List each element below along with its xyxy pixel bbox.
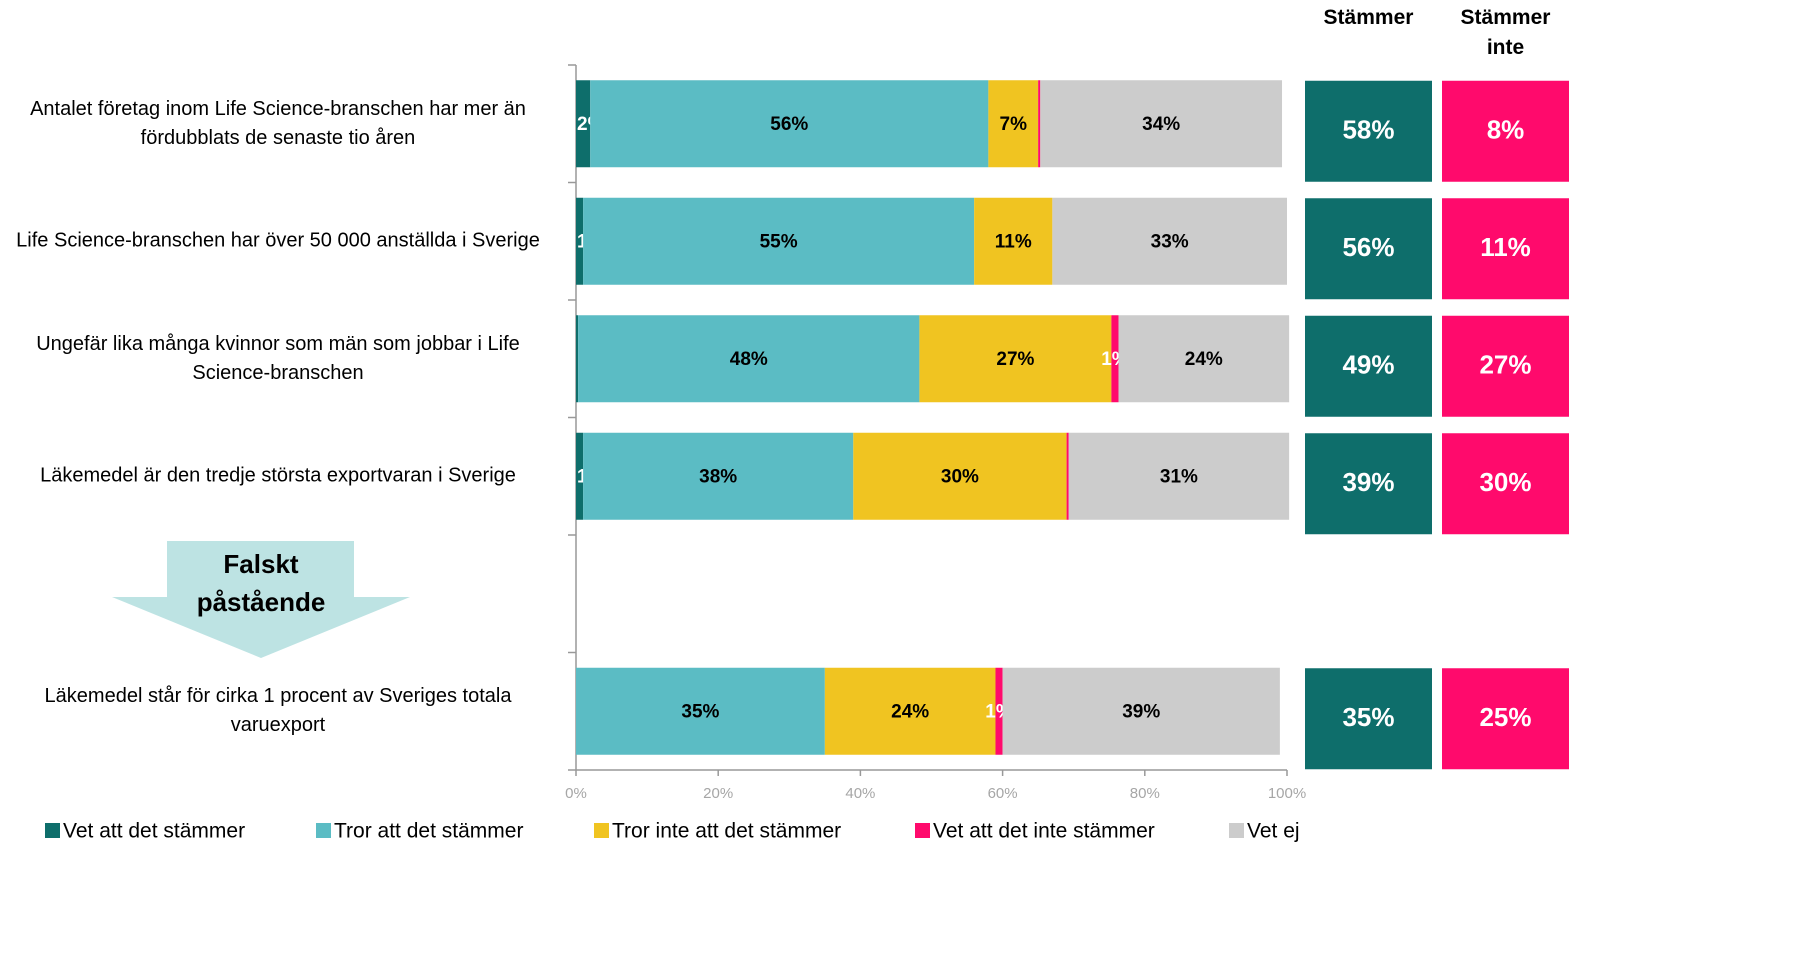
data-label: 31%: [1160, 466, 1198, 487]
bar-segment: [576, 315, 579, 403]
x-tick-label: 100%: [1268, 785, 1306, 802]
bar-segment: [578, 315, 920, 403]
bar-segment: [988, 80, 1039, 168]
bar-segment: [590, 80, 989, 168]
legend-label: Vet ej: [1247, 820, 1300, 843]
x-tick-label: 0%: [565, 785, 587, 802]
summary-label: 11%: [1480, 232, 1531, 262]
summary-box: [1305, 198, 1432, 300]
category-label: Ungefär lika många kvinnor som män som j…: [36, 332, 520, 384]
bar-segment: [576, 197, 584, 285]
bar-segment: [1118, 315, 1290, 403]
data-label: 33%: [1151, 231, 1189, 252]
summary-label: 58%: [1342, 115, 1394, 145]
summary-label: 35%: [1342, 702, 1394, 732]
data-label: 55%: [760, 231, 798, 252]
x-tick-label: 80%: [1130, 785, 1160, 802]
data-label: 24%: [1185, 349, 1223, 370]
annotation: Falskt påstående: [196, 549, 326, 617]
bar-segment: [1111, 315, 1119, 403]
data-label: 56%: [770, 114, 808, 135]
data-label: 39%: [1122, 701, 1160, 722]
bar-segment: [1066, 432, 1069, 520]
summary-label: 8%: [1487, 115, 1525, 145]
legend-label: Vet att det inte stämmer: [933, 820, 1155, 843]
summary-box: [1442, 80, 1569, 182]
summary-box: [1442, 668, 1569, 770]
summary-box: [1305, 80, 1432, 182]
legend-label: Tror inte att det stämmer: [612, 820, 841, 843]
data-label: 7%: [1000, 114, 1028, 135]
bar-segment: [1040, 80, 1283, 168]
bar-segment: [824, 667, 996, 755]
bar-segment: [974, 197, 1053, 285]
bar-segment: [919, 315, 1112, 403]
legend-label: Vet att det stämmer: [63, 820, 245, 843]
category-label: Läkemedel står för cirka 1 procent av Sv…: [44, 685, 512, 737]
legend-label: Tror att det stämmer: [334, 820, 523, 843]
summary-label: 30%: [1479, 467, 1531, 497]
category-label: Läkemedel är den tredje största exportva…: [40, 464, 516, 487]
summary-box: [1442, 433, 1569, 535]
data-label: 35%: [681, 701, 719, 722]
bar-segment: [1068, 432, 1290, 520]
annotation-arrow: [112, 541, 410, 658]
data-label: 24%: [891, 701, 929, 722]
legend-swatch: [45, 823, 60, 838]
column-header: Stämmer inte: [1460, 6, 1551, 59]
summary-box: [1442, 315, 1569, 417]
summary-label: 25%: [1479, 702, 1531, 732]
category-label: Life Science-branschen har över 50 000 a…: [16, 229, 540, 252]
bar-segment: [576, 432, 584, 520]
summary-box: [1305, 315, 1432, 417]
x-tick-label: 20%: [703, 785, 733, 802]
bar-segment: [853, 432, 1067, 520]
summary-box: [1305, 668, 1432, 770]
summary-box: [1305, 433, 1432, 535]
legend-swatch: [316, 823, 331, 838]
summary-label: 39%: [1342, 467, 1394, 497]
summary-label: 27%: [1479, 350, 1531, 380]
summary-box: [1442, 198, 1569, 300]
column-header: Stämmer: [1323, 6, 1414, 29]
bar-segment: [583, 197, 975, 285]
data-label: 27%: [996, 349, 1034, 370]
data-label: 30%: [941, 466, 979, 487]
data-label: 48%: [730, 349, 768, 370]
data-label: 34%: [1142, 114, 1180, 135]
legend-swatch: [1229, 823, 1244, 838]
data-label: 38%: [699, 466, 737, 487]
bar-segment: [995, 667, 1003, 755]
bar-segment: [1002, 667, 1280, 755]
summary-label: 56%: [1342, 232, 1394, 262]
bar-segment: [1038, 80, 1041, 168]
category-label: Antalet företag inom Life Science-bransc…: [30, 97, 526, 149]
bar-segment: [576, 80, 591, 168]
legend-swatch: [915, 823, 930, 838]
legend-swatch: [594, 823, 609, 838]
x-tick-label: 40%: [845, 785, 875, 802]
bar-segment: [1052, 197, 1287, 285]
summary-label: 49%: [1342, 350, 1394, 380]
bar-segment: [583, 432, 854, 520]
bar-segment: [576, 667, 825, 755]
data-label: 11%: [995, 231, 1032, 252]
x-tick-label: 60%: [988, 785, 1018, 802]
